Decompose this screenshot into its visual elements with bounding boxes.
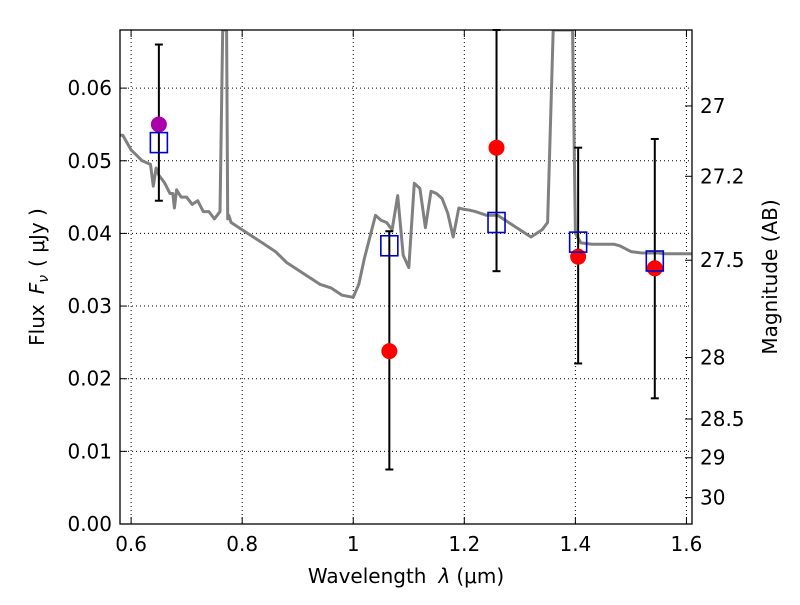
x-axis-ticks: 0.6 0.8 1 1.2 1.4 1.6 [115, 30, 702, 556]
x-axis-label: Wavelength λ (μm) [308, 564, 504, 588]
y-tick-label: 0.06 [67, 76, 112, 100]
y-axis-label: FluxFν( μJy ) [25, 208, 52, 346]
x-tick-label: 1.6 [671, 532, 703, 556]
x-tick-label: 0.8 [226, 532, 258, 556]
plot-frame [119, 29, 693, 525]
x-tick-label: 0.6 [115, 532, 147, 556]
y-tick-label: 0.01 [67, 439, 112, 463]
y-tick-label: 0.02 [67, 367, 112, 391]
magnitude-tick-label: 28.5 [700, 407, 745, 431]
y-axis-ticks: 0.00 0.01 0.02 0.03 0.04 0.05 0.06 [67, 76, 127, 536]
observed-point [150, 116, 167, 133]
observed-point [488, 139, 505, 156]
grid-lines [120, 30, 692, 524]
magnitude-tick-label: 28 [700, 346, 725, 370]
synthetic-point [487, 211, 506, 234]
y2-axis-label: Magnitude (AB) [758, 199, 782, 354]
magnitude-tick-label: 30 [700, 486, 725, 510]
magnitude-tick-label: 27.5 [700, 248, 745, 272]
error-bars [154, 29, 659, 471]
y-tick-label: 0.00 [67, 512, 112, 536]
magnitude-tick-label: 27 [700, 94, 725, 118]
x-tick-label: 1.2 [448, 532, 480, 556]
model-spectrum-line [120, 30, 692, 299]
synthetic-point [568, 231, 588, 253]
synthetic-point [645, 250, 665, 272]
x-tick-label: 1.4 [559, 532, 591, 556]
observed-point [646, 260, 663, 277]
y-tick-label: 0.04 [67, 221, 112, 245]
magnitude-tick-label: 29 [700, 446, 725, 470]
synthetic-point [380, 234, 399, 257]
y-tick-label: 0.05 [67, 149, 112, 173]
x-tick-label: 1 [347, 532, 360, 556]
synthetic-point [149, 131, 169, 154]
observed-points [150, 116, 663, 360]
magnitude-tick-label: 27.2 [700, 164, 745, 188]
magnitude-axis-ticks: 27 27.2 27.5 28 28.5 29 30 [685, 94, 745, 510]
observed-point [381, 343, 398, 360]
synthetic-points [149, 131, 665, 272]
y-tick-label: 0.03 [67, 294, 112, 318]
